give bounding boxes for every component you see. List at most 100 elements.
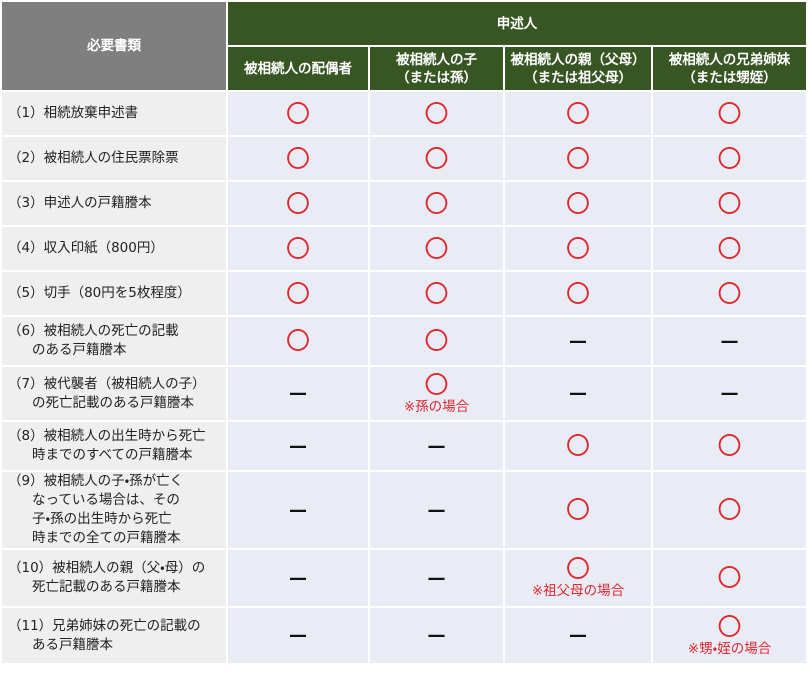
mark-cell: — xyxy=(503,315,653,367)
circle-mark: 〇 xyxy=(286,99,310,128)
header-line: 被相続人の配偶者 xyxy=(244,60,352,77)
mark-cell: 〇 xyxy=(226,225,370,272)
mark-cell: 〇 xyxy=(503,470,653,550)
mark-cell: 〇 xyxy=(368,225,505,272)
label-line: の死亡記載のある戸籍謄本 xyxy=(32,394,194,411)
circle-mark: 〇 xyxy=(717,234,742,263)
header-line: （または甥姪） xyxy=(682,69,777,86)
header-line: 被相続人の親（父母） xyxy=(510,51,646,68)
mark-cell: 〇 xyxy=(503,270,653,317)
dash-mark: — xyxy=(720,330,739,352)
label-line: 時までの全ての戸籍謄本 xyxy=(32,530,181,546)
dash-mark: — xyxy=(289,625,307,646)
circle-mark: 〇 xyxy=(424,370,449,399)
mark-cell: 〇 xyxy=(368,135,505,182)
label-line: のある戸籍謄本 xyxy=(32,342,127,358)
mark-cell: — xyxy=(503,365,653,422)
circle-mark: 〇 xyxy=(717,432,742,460)
header-line: 被相続人の兄弟姉妹 xyxy=(668,51,791,68)
mark-cell: 〇 xyxy=(226,135,370,182)
dash-mark: — xyxy=(289,435,307,457)
circle-mark: 〇 xyxy=(286,189,310,218)
row: （2）被相続人の住民票除票 〇 〇 〇 〇 xyxy=(0,135,808,182)
circle-mark: 〇 xyxy=(424,279,449,308)
label-cell: （7）被代襲者（被相続人の子） の死亡記載のある戸籍謄本 xyxy=(0,365,228,422)
circle-mark: 〇 xyxy=(566,99,590,128)
mark-cell: — xyxy=(226,548,370,608)
circle-mark: 〇 xyxy=(286,279,310,308)
mark-cell: 〇 xyxy=(226,180,370,227)
note: ※祖父母の場合 xyxy=(531,583,625,599)
header-column: 被相続人の配偶者 xyxy=(226,45,370,92)
circle-mark: 〇 xyxy=(717,496,742,524)
label-line: （11）兄弟姉妹の死亡の記載の xyxy=(8,617,201,634)
label-cell: （3）申述人の戸籍謄本 xyxy=(0,180,228,227)
mark-cell: 〇 xyxy=(651,420,808,472)
label-line: （2）被相続人の住民票除票 xyxy=(8,150,179,166)
row: （1）相続放棄申述書 〇 〇 〇 〇 xyxy=(0,90,808,137)
circle-mark: 〇 xyxy=(286,327,310,355)
label-line: 時までのすべての戸籍謄本 xyxy=(32,447,193,463)
dash-mark: — xyxy=(289,499,307,521)
label-line: （7）被代襲者（被相続人の子） xyxy=(8,375,206,392)
circle-mark: 〇 xyxy=(566,432,590,460)
label-cell: （10）被相続人の親（父・母）の 死亡記載のある戸籍謄本 xyxy=(0,548,228,608)
circle-mark: 〇 xyxy=(566,234,590,263)
mark-cell: — xyxy=(368,470,505,550)
mark-cell: 〇 xyxy=(503,180,653,227)
dash-mark: — xyxy=(289,567,307,589)
header-line: 被相続人の子 xyxy=(396,51,477,68)
row: （6）被相続人の死亡の記載 のある戸籍謄本 〇 〇 — — xyxy=(0,315,808,367)
dash-mark: — xyxy=(427,435,446,457)
mark-cell: 〇 xyxy=(368,270,505,317)
label-line: （6）被相続人の死亡の記載 xyxy=(8,323,179,339)
label-line: （4）収入印紙（800円） xyxy=(8,240,164,256)
circle-mark: 〇 xyxy=(717,144,742,173)
circle-mark: 〇 xyxy=(424,144,449,173)
circle-mark: 〇 xyxy=(566,189,590,218)
mark-cell: 〇 xyxy=(651,90,808,137)
circle-mark: 〇 xyxy=(717,612,742,641)
mark-cell: 〇 xyxy=(503,135,653,182)
circle-mark: 〇 xyxy=(566,144,590,173)
label-cell: （2）被相続人の住民票除票 xyxy=(0,135,228,182)
mark-cell: — xyxy=(226,470,370,550)
mark-cell: — xyxy=(368,420,505,472)
mark-cell: 〇 ※甥・姪の場合 xyxy=(651,606,808,665)
dash-mark: — xyxy=(720,383,739,404)
mark-cell: — xyxy=(226,606,370,665)
label-line: 死亡記載のある戸籍謄本 xyxy=(32,579,181,595)
dash-mark: — xyxy=(289,383,307,404)
mark-cell: 〇 xyxy=(226,315,370,367)
row: （5）切手（80円を5枚程度） 〇 〇 〇 〇 xyxy=(0,270,808,317)
header-column: 被相続人の兄弟姉妹 （または甥姪） xyxy=(651,45,808,92)
mark-cell: 〇 ※祖父母の場合 xyxy=(503,548,653,608)
circle-mark: 〇 xyxy=(424,99,449,128)
mark-cell: 〇 xyxy=(651,470,808,550)
mark-cell: 〇 ※孫の場合 xyxy=(368,365,505,422)
row: （3）申述人の戸籍謄本 〇 〇 〇 〇 xyxy=(0,180,808,227)
mark-cell: 〇 xyxy=(651,270,808,317)
label-line: ある戸籍謄本 xyxy=(32,636,113,653)
circle-mark: 〇 xyxy=(424,234,449,263)
mark-cell: — xyxy=(226,365,370,422)
note: ※孫の場合 xyxy=(403,398,470,415)
row: （8）被相続人の出生時から死亡 時までのすべての戸籍謄本 — — 〇 〇 xyxy=(0,420,808,472)
mark-cell: 〇 xyxy=(368,180,505,227)
label-cell: （9）被相続人の子・孫が亡く なっている場合は、その 子・孫の出生時から死亡 時までの… xyxy=(0,470,228,550)
note: ※甥・姪の場合 xyxy=(687,640,772,657)
circle-mark: 〇 xyxy=(566,496,590,524)
mark-cell: 〇 xyxy=(226,90,370,137)
mark-cell: 〇 xyxy=(503,90,653,137)
mark-cell: 〇 xyxy=(651,135,808,182)
label-cell: （1）相続放棄申述書 xyxy=(0,90,228,137)
circle-mark: 〇 xyxy=(717,564,742,592)
mark-cell: 〇 xyxy=(651,548,808,608)
label-line: （1）相続放棄申述書 xyxy=(8,105,139,121)
label-line: （5）切手（80円を5枚程度） xyxy=(8,285,191,301)
header-column: 被相続人の子 （または孫） xyxy=(368,45,505,92)
label-cell: （8）被相続人の出生時から死亡 時までのすべての戸籍謄本 xyxy=(0,420,228,472)
mark-cell: — xyxy=(651,365,808,422)
row: （7）被代襲者（被相続人の子） の死亡記載のある戸籍謄本 — 〇 ※孫の場合 — — xyxy=(0,365,808,422)
